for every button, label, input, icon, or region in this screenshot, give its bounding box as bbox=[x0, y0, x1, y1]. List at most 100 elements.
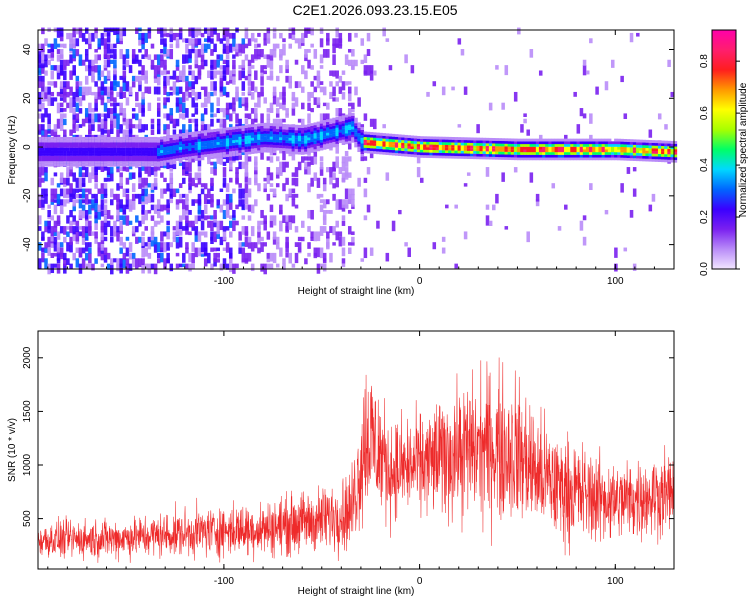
spectrogram-ridge-cell bbox=[316, 124, 321, 128]
spectrogram-ridge-cell bbox=[598, 154, 602, 158]
spectrogram-ridge-cell bbox=[391, 141, 396, 145]
spectrogram-ridge-cell bbox=[463, 153, 468, 157]
spectrogram-noise-cell bbox=[197, 172, 202, 178]
spectrogram-noise-cell bbox=[59, 102, 64, 108]
spectrogram-noise-cell bbox=[247, 59, 252, 66]
spectrogram-ridge-cell bbox=[322, 146, 327, 150]
spectrogram-noise-cell bbox=[141, 215, 145, 225]
spectrogram-ridge-cell bbox=[517, 146, 521, 150]
spectrogram-ridge-cell bbox=[673, 149, 678, 152]
spectrogram-ridge-cell bbox=[473, 148, 477, 152]
spectrogram-noise-cell bbox=[94, 231, 98, 239]
spectrogram-ridge-cell bbox=[636, 152, 640, 156]
spectrogram-noise-cell bbox=[175, 75, 180, 83]
spectrogram-noise-cell bbox=[44, 59, 48, 68]
spectrogram-noise-cell bbox=[84, 75, 89, 85]
spectrogram-ridge-cell bbox=[44, 163, 48, 167]
spectrogram-noise-cell bbox=[332, 193, 336, 201]
spectrogram-ridge-cell bbox=[53, 139, 58, 143]
spectrogram-ridge-cell bbox=[554, 144, 559, 147]
spectrogram-noise-cell bbox=[247, 215, 252, 221]
spectrogram-noise-cell bbox=[103, 252, 108, 263]
spectrogram-noise-cell bbox=[194, 172, 199, 180]
spectrogram-ridge-cell bbox=[94, 136, 98, 140]
spectrogram-noise-cell bbox=[319, 65, 324, 69]
spectrogram-ridge-cell bbox=[232, 142, 236, 146]
spectrogram-noise-cell bbox=[219, 204, 224, 213]
spectrogram-noise-cell bbox=[94, 161, 98, 172]
spectrogram-ridge-cell bbox=[122, 150, 127, 154]
spectrogram-ridge-cell bbox=[670, 154, 675, 158]
spectrogram-ridge-cell bbox=[291, 135, 296, 139]
spectrogram-ridge-cell bbox=[560, 141, 565, 145]
spectrogram-ridge-cell bbox=[357, 146, 361, 150]
spectrogram-ridge-cell bbox=[150, 158, 155, 162]
spectrogram-ridge-cell bbox=[463, 150, 468, 154]
spectrogram-ridge-cell bbox=[398, 145, 402, 148]
spectrogram-ridge-cell bbox=[554, 149, 559, 153]
spectrogram-noise-cell bbox=[269, 215, 274, 221]
spectrogram-noise-cell bbox=[156, 97, 161, 102]
spectrogram-noise-cell bbox=[91, 59, 95, 67]
spectrogram-ridge-cell bbox=[288, 151, 293, 155]
spectrogram-noise-cell bbox=[335, 199, 339, 210]
spectrogram-noise-cell bbox=[150, 204, 155, 211]
spectrogram-noise-cell bbox=[44, 167, 48, 173]
spectrogram-noise-cell bbox=[113, 43, 117, 49]
spectrogram-noise-cell bbox=[150, 183, 155, 191]
spectrogram-noise-cell bbox=[78, 54, 83, 65]
spectrogram-ridge-cell bbox=[567, 146, 571, 150]
spectrogram-ridge-cell bbox=[463, 142, 468, 146]
spectrogram-noise-cell bbox=[310, 27, 314, 36]
spectrogram-noise-cell bbox=[495, 193, 499, 204]
spectrogram-ridge-cell bbox=[260, 136, 264, 140]
spectrogram-ridge-cell bbox=[269, 133, 274, 137]
spectrogram-noise-cell bbox=[166, 70, 170, 75]
spectrogram-noise-cell bbox=[232, 75, 236, 82]
spectrogram-ridge-cell bbox=[94, 144, 98, 148]
spectrogram-ridge-cell bbox=[178, 133, 183, 137]
spectrogram-noise-cell bbox=[235, 86, 239, 98]
spectrogram-ridge-cell bbox=[216, 133, 220, 137]
spectrogram-noise-cell bbox=[38, 91, 42, 100]
spectrogram-ridge-cell bbox=[438, 147, 443, 151]
spectrogram-noise-cell bbox=[169, 75, 174, 80]
spectrogram-ridge-cell bbox=[304, 143, 308, 147]
spectrogram-noise-cell bbox=[113, 226, 117, 237]
spectrogram-ridge-cell bbox=[545, 154, 549, 158]
spectrogram-noise-cell bbox=[297, 118, 302, 123]
spectrogram-ridge-cell bbox=[97, 153, 102, 156]
spectrogram-noise-cell bbox=[182, 54, 186, 64]
spectrogram-ridge-cell bbox=[69, 155, 73, 159]
spectrogram-ridge-cell bbox=[488, 156, 493, 160]
spectrogram-noise-cell bbox=[81, 204, 86, 211]
spectrogram-ridge-cell bbox=[103, 155, 108, 159]
spectrogram-ridge-cell bbox=[564, 157, 568, 161]
spectrogram-ridge-cell bbox=[316, 137, 321, 141]
spectrogram-ridge-cell bbox=[138, 163, 142, 167]
spectrogram-noise-cell bbox=[147, 86, 152, 94]
spectrogram-noise-cell bbox=[63, 118, 67, 126]
spectrogram-ridge-cell bbox=[523, 138, 527, 142]
spectrogram-noise-cell bbox=[216, 220, 220, 228]
spectrogram-noise-cell bbox=[47, 59, 51, 66]
spectrogram-ridge-cell bbox=[542, 144, 546, 147]
spectrogram-ridge-cell bbox=[194, 136, 199, 140]
spectrogram-noise-cell bbox=[216, 97, 220, 107]
spectrogram-noise-cell bbox=[81, 258, 86, 264]
spectrogram-ridge-cell bbox=[75, 163, 80, 167]
spectrogram-ridge-cell bbox=[100, 144, 105, 148]
spectrogram-ridge-cell bbox=[144, 139, 148, 143]
spectrogram-ridge-cell bbox=[263, 144, 267, 148]
spectrogram-ridge-cell bbox=[504, 141, 509, 144]
spectrogram-noise-cell bbox=[357, 97, 361, 107]
spectrogram-ridge-cell bbox=[106, 161, 111, 164]
spectrogram-ridge-cell bbox=[632, 147, 637, 151]
spectrogram-ridge-cell bbox=[219, 155, 224, 158]
spectrogram-ridge-cell bbox=[551, 141, 556, 145]
spectrogram-ridge-cell bbox=[532, 152, 537, 155]
spectrogram-ridge-cell bbox=[338, 132, 343, 136]
spectrogram-ridge-cell bbox=[551, 149, 556, 153]
spectrogram-ridge-cell bbox=[316, 121, 321, 125]
